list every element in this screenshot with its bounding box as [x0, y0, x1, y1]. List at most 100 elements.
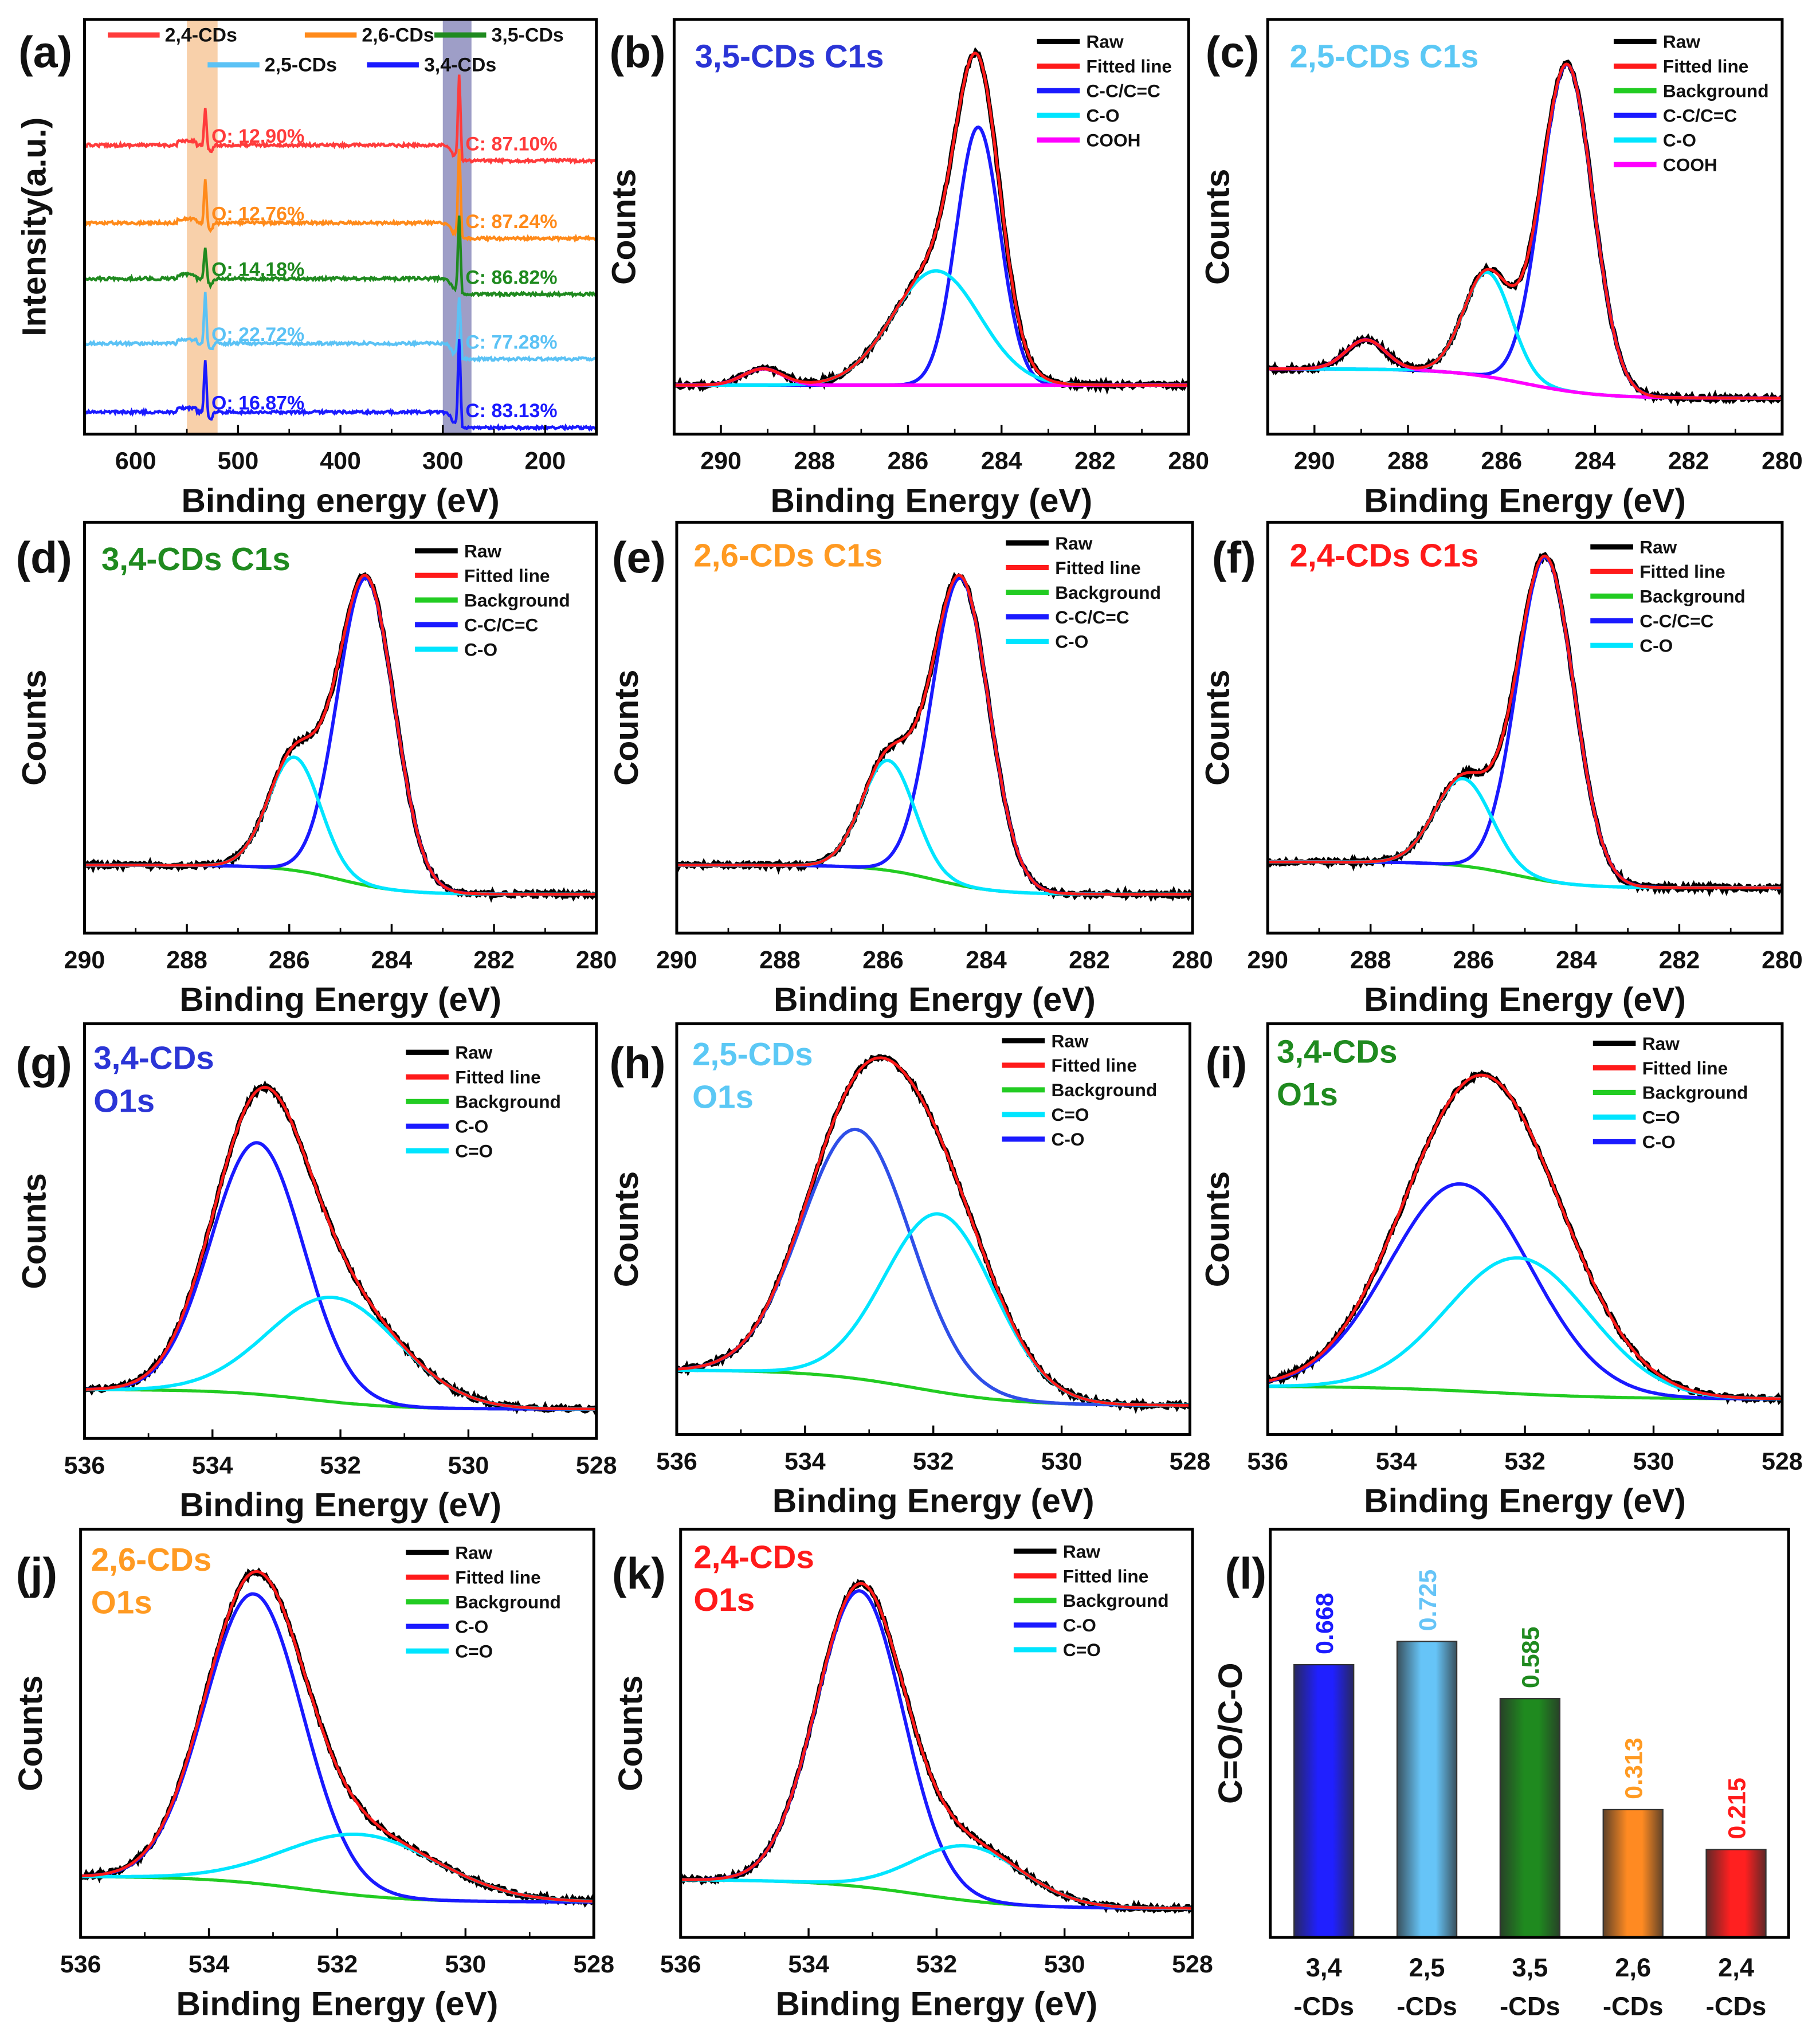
oxygen-percent-label: O: 14.18% — [211, 259, 304, 281]
fitted-line — [1268, 1073, 1782, 1401]
component-c-o-line — [80, 1592, 594, 1904]
bar-fill — [1396, 1641, 1458, 1939]
x-tick-label: 530 — [1633, 1448, 1674, 1476]
legend-label: Background — [464, 590, 570, 610]
x-axis-title: Binding Energy (eV) — [1364, 482, 1686, 519]
x-axis-title: Binding Energy (eV) — [176, 1986, 499, 2023]
panel-d-xps-spectrum: 3,4-CDs C1s Raw Fitted line Background C-C/C… — [16, 520, 617, 1018]
oxygen-percent-label: O: 12.76% — [211, 203, 304, 225]
x-tick-label: 530 — [445, 1951, 486, 1978]
legend-label: 2,4-CDs — [165, 24, 237, 46]
legend-label: C=O — [455, 1141, 493, 1162]
carbon-percent-label: C: 86.82% — [465, 266, 557, 288]
legend-label: Background — [455, 1092, 561, 1112]
x-tick-label: 532 — [916, 1951, 958, 1978]
x-tick-label: 284 — [966, 946, 1007, 974]
legend-label: Fitted line — [1086, 56, 1172, 77]
x-tick-label: 536 — [656, 1448, 697, 1476]
background-line — [1268, 860, 1782, 890]
component-c-o-line — [84, 1141, 597, 1411]
x-category-label: -CDs — [1706, 1992, 1767, 2021]
carbon-percent-label: C: 77.28% — [465, 331, 557, 353]
x-tick-label: 290 — [1294, 448, 1335, 475]
x-tick-label: 280 — [1168, 448, 1209, 475]
y-axis-title: Counts — [608, 1171, 645, 1287]
legend-label: C-O — [1639, 636, 1673, 656]
panel-label: (b) — [609, 28, 665, 77]
component-c-o-line — [1268, 776, 1782, 890]
panel-h-xps-spectrum: 2,5-CDs O1s Raw Fitted line Background C=O C-O… — [608, 1022, 1211, 1520]
legend-label: Fitted line — [1663, 56, 1749, 77]
bar-fill — [1705, 1849, 1767, 1939]
component-c-o-line — [676, 1127, 1190, 1407]
x-tick-label: 528 — [576, 1452, 617, 1479]
legend-label: Raw — [1639, 537, 1677, 558]
survey-spectrum-line — [84, 215, 597, 299]
x-axis-title: Binding Energy (eV) — [775, 1986, 1097, 2023]
panel-label: (d) — [16, 534, 72, 583]
component-c-c-c-c-line — [674, 125, 1189, 387]
panel-label: (i) — [1206, 1039, 1248, 1088]
x-tick-label: 284 — [1556, 946, 1597, 974]
panel-label: (j) — [16, 1550, 58, 1599]
bar-fill — [1499, 1698, 1561, 1939]
x-tick-label: 600 — [115, 448, 156, 475]
x-tick-label: 500 — [218, 448, 259, 475]
y-axis-title: Counts — [606, 169, 643, 285]
carbon-percent-label: C: 87.24% — [465, 211, 557, 233]
fitted-line — [80, 1570, 594, 1903]
panel-b-xps-spectrum: 3,5-CDs C1s Raw Fitted line C-C/C=C C-O COOH 2… — [606, 18, 1209, 519]
panel-title: 2,5-CDs — [692, 1036, 813, 1072]
legend-label: Background — [1639, 586, 1746, 607]
x-tick-label: 536 — [64, 1452, 105, 1479]
y-axis-title: Counts — [12, 1676, 49, 1791]
component-c-o-line — [1268, 1182, 1782, 1401]
legend-label: C-O — [455, 1616, 488, 1637]
plot-frame — [1269, 1528, 1790, 1939]
x-tick-label: 288 — [1350, 946, 1391, 974]
x-tick-label: 400 — [320, 448, 361, 475]
x-category-label: -CDs — [1603, 1992, 1664, 2021]
x-tick-label: 528 — [573, 1951, 614, 1978]
x-tick-label: 532 — [320, 1452, 361, 1479]
legend-label: 3,5-CDs — [492, 24, 564, 46]
legend-label: C-O — [1052, 1129, 1085, 1150]
survey-spectrum-line — [84, 74, 597, 165]
carbon-percent-label: C: 87.10% — [465, 133, 557, 155]
panel-title: O1s — [1277, 1076, 1338, 1112]
plot-frame — [1266, 520, 1784, 935]
panel-title: 2,4-CDs C1s — [1290, 537, 1479, 573]
x-tick-label: 288 — [1387, 448, 1429, 475]
panel-title: O1s — [93, 1082, 155, 1119]
x-tick-label: 530 — [1044, 1951, 1085, 1978]
y-axis-title: Counts — [1199, 1171, 1236, 1287]
legend-label: C-O — [1063, 1615, 1096, 1635]
x-category-label: 3,5 — [1512, 1953, 1548, 1982]
x-tick-label: 528 — [1170, 1448, 1211, 1476]
plot-frame — [1266, 18, 1784, 436]
x-tick-label: 532 — [1504, 1448, 1546, 1476]
panel-title: 2,6-CDs C1s — [693, 537, 882, 573]
x-tick-label: 282 — [473, 946, 515, 974]
survey-spectrum-line — [84, 339, 597, 432]
x-tick-label: 532 — [913, 1448, 954, 1476]
panel-a-survey: O: 12.90% C: 87.10% O: 12.76% C: 87.24% O: 1… — [16, 18, 598, 519]
x-axis-title: Binding Energy (eV) — [179, 981, 501, 1018]
x-tick-label: 290 — [1247, 946, 1288, 974]
x-tick-label: 532 — [317, 1951, 358, 1978]
x-tick-label: 284 — [1575, 448, 1616, 475]
panel-e-xps-spectrum: 2,6-CDs C1s Raw Fitted line Background C-C/C… — [608, 520, 1213, 1018]
x-tick-label: 530 — [448, 1452, 489, 1479]
panel-label: (g) — [16, 1039, 72, 1088]
legend-label: C-C/C=C — [1639, 611, 1713, 631]
legend-label: Raw — [1052, 1030, 1089, 1051]
component-c-o-line — [84, 755, 597, 896]
legend-label: C-O — [464, 639, 497, 660]
legend-label: Raw — [1663, 32, 1700, 52]
raw-data-line — [674, 47, 1189, 395]
legend-label: Raw — [1642, 1033, 1680, 1054]
x-tick-label: 528 — [1172, 1951, 1213, 1978]
fitted-line — [674, 52, 1189, 387]
bar-value-label: 0.215 — [1723, 1778, 1751, 1839]
